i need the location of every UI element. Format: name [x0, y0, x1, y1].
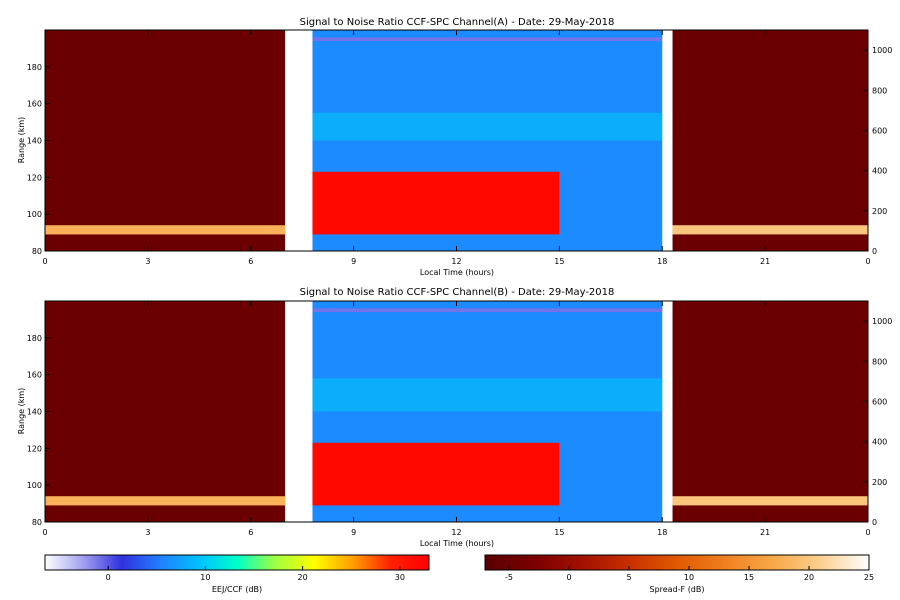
colorbar-spread-f-ticks: -5 0 5 10 15 20 25: [505, 566, 874, 582]
panel-b-right-tick-label: 600: [872, 397, 887, 406]
colorbar-eej-ccf-tick-label: 20: [298, 573, 308, 582]
panel-a-layer-top-band: [312, 37, 663, 42]
panel-b-layer-evening-night-band: [672, 496, 868, 506]
panel-b-layer-upper-echo: [312, 378, 663, 412]
panel-a-y-ticks: 80 100 120 140 160 180: [27, 63, 50, 256]
panel-b-x-ticks: 0 3 6 9 12 15 18 21 0: [42, 301, 871, 537]
colorbar-spread-f-tick-label: 15: [744, 573, 754, 582]
panel-a-x-tick-label: 9: [351, 257, 356, 266]
panel-a-x-tick-label: 15: [554, 257, 564, 266]
panel-a-layer-upper-echo: [312, 112, 663, 141]
panel-b-segment-evening-night: [672, 301, 868, 522]
panel-a-right-tick-label: 400: [872, 167, 887, 176]
panel-a-right-ticks: 0 200 400 600 800 1000: [863, 46, 892, 256]
colorbar-spread-f-tick-label: 5: [626, 573, 631, 582]
colorbar-spread-f: -5 0 5 10 15 20 25 Spread-F (dB): [484, 554, 874, 594]
colorbar-eej-ccf-gradient: [44, 554, 430, 571]
panel-a-x-tick-label: 12: [451, 257, 461, 266]
colorbar-eej-ccf-tick-label: 0: [106, 573, 111, 582]
panel-a-x-tick-label: 6: [248, 257, 253, 266]
panel-b-y-tick-label: 100: [27, 481, 42, 490]
panel-b-right-tick-label: 800: [872, 357, 887, 366]
panel-a-y-tick-label: 80: [32, 247, 42, 256]
panel-b-x-tick-label: 15: [554, 528, 564, 537]
panel-b-x-tick-label: 21: [760, 528, 770, 537]
panel-a: Signal to Noise Ratio CCF-SPC Channel(A)…: [17, 17, 892, 277]
panel-a-layer-echo-band: [312, 171, 560, 235]
panel-a-right-tick-label: 0: [872, 247, 877, 256]
colorbar-spread-f-tick-label: 10: [684, 573, 694, 582]
panel-b-x-tick-label: 0: [865, 528, 870, 537]
colorbar-eej-ccf-ticks: 0 10 20 30: [106, 566, 405, 582]
panel-b-layer-echo-band: [312, 442, 560, 506]
panel-a-x-tick-label: 18: [657, 257, 667, 266]
colorbar-eej-ccf: 0 10 20 30 EEJ/CCF (dB): [44, 554, 430, 594]
panel-b-x-tick-label: 3: [145, 528, 150, 537]
panel-a-y-tick-label: 140: [27, 137, 42, 146]
panel-a-right-tick-label: 1000: [872, 46, 892, 55]
panel-a-x-tick-label: 3: [145, 257, 150, 266]
panel-b-right-tick-label: 400: [872, 438, 887, 447]
panel-b-x-tick-label: 12: [451, 528, 461, 537]
panel-b-x-label: Local Time (hours): [420, 539, 494, 548]
panel-a-x-tick-label: 0: [42, 257, 47, 266]
colorbar-spread-f-tick-label: -5: [505, 573, 513, 582]
panel-a-y-label: Range (km): [17, 117, 26, 164]
colorbar-spread-f-gradient: [484, 554, 870, 571]
panel-a-layer-evening-night-band: [672, 225, 868, 235]
colorbar-eej-ccf-tick-label: 10: [200, 573, 210, 582]
panel-b-y-tick-label: 120: [27, 444, 42, 453]
panel-a-y-tick-label: 120: [27, 173, 42, 182]
colorbar-eej-ccf-label: EEJ/CCF (dB): [212, 585, 262, 594]
panel-b-x-tick-label: 6: [248, 528, 253, 537]
panel-a-plot-area: [45, 30, 868, 251]
panel-a-right-tick-label: 800: [872, 86, 887, 95]
panel-b-x-tick-label: 9: [351, 528, 356, 537]
panel-b-layer-top-band: [312, 308, 663, 313]
panel-b-y-tick-label: 140: [27, 408, 42, 417]
panel-b-y-ticks: 80 100 120 140 160 180: [27, 334, 50, 527]
panel-b-x-tick-label: 0: [42, 528, 47, 537]
panel-b-right-ticks: 0 200 400 600 800 1000: [863, 317, 892, 527]
panel-b-right-tick-label: 0: [872, 518, 877, 527]
panel-b-title: Signal to Noise Ratio CCF-SPC Channel(B)…: [300, 287, 615, 298]
panel-a-right-tick-label: 200: [872, 207, 887, 216]
panel-b-x-tick-label: 18: [657, 528, 667, 537]
panel-b-layer-night-morning-band: [45, 496, 286, 506]
panel-b: Signal to Noise Ratio CCF-SPC Channel(B)…: [17, 287, 892, 548]
colorbar-eej-ccf-tick-label: 30: [395, 573, 405, 582]
panel-a-segment-evening-night: [672, 30, 868, 251]
colorbar-spread-f-tick-label: 20: [804, 573, 814, 582]
colorbar-spread-f-tick-label: 25: [864, 573, 874, 582]
panel-b-right-tick-label: 1000: [872, 317, 892, 326]
panel-a-y-tick-label: 180: [27, 63, 42, 72]
panel-b-y-tick-label: 80: [32, 518, 42, 527]
panel-a-layer-night-morning-band: [45, 225, 286, 235]
panel-a-x-ticks: 0 3 6 9 12 15 18 21 0: [42, 30, 871, 266]
panel-b-right-tick-label: 200: [872, 478, 887, 487]
panel-b-y-tick-label: 180: [27, 334, 42, 343]
colorbar-spread-f-label: Spread-F (dB): [649, 585, 704, 594]
panel-a-x-label: Local Time (hours): [420, 268, 494, 277]
panel-b-segment-night-morning: [45, 301, 286, 522]
colorbar-spread-f-tick-label: 0: [566, 573, 571, 582]
panel-b-plot-area: [45, 301, 868, 522]
panel-b-y-tick-label: 160: [27, 371, 42, 380]
panel-a-right-tick-label: 600: [872, 126, 887, 135]
panel-a-y-tick-label: 160: [27, 100, 42, 109]
panel-a-x-tick-label: 21: [760, 257, 770, 266]
panel-a-segment-night-morning: [45, 30, 286, 251]
panel-a-x-tick-label: 0: [865, 257, 870, 266]
panel-a-y-tick-label: 100: [27, 210, 42, 219]
panel-b-y-label: Range (km): [17, 388, 26, 435]
panel-a-title: Signal to Noise Ratio CCF-SPC Channel(A)…: [300, 17, 615, 28]
